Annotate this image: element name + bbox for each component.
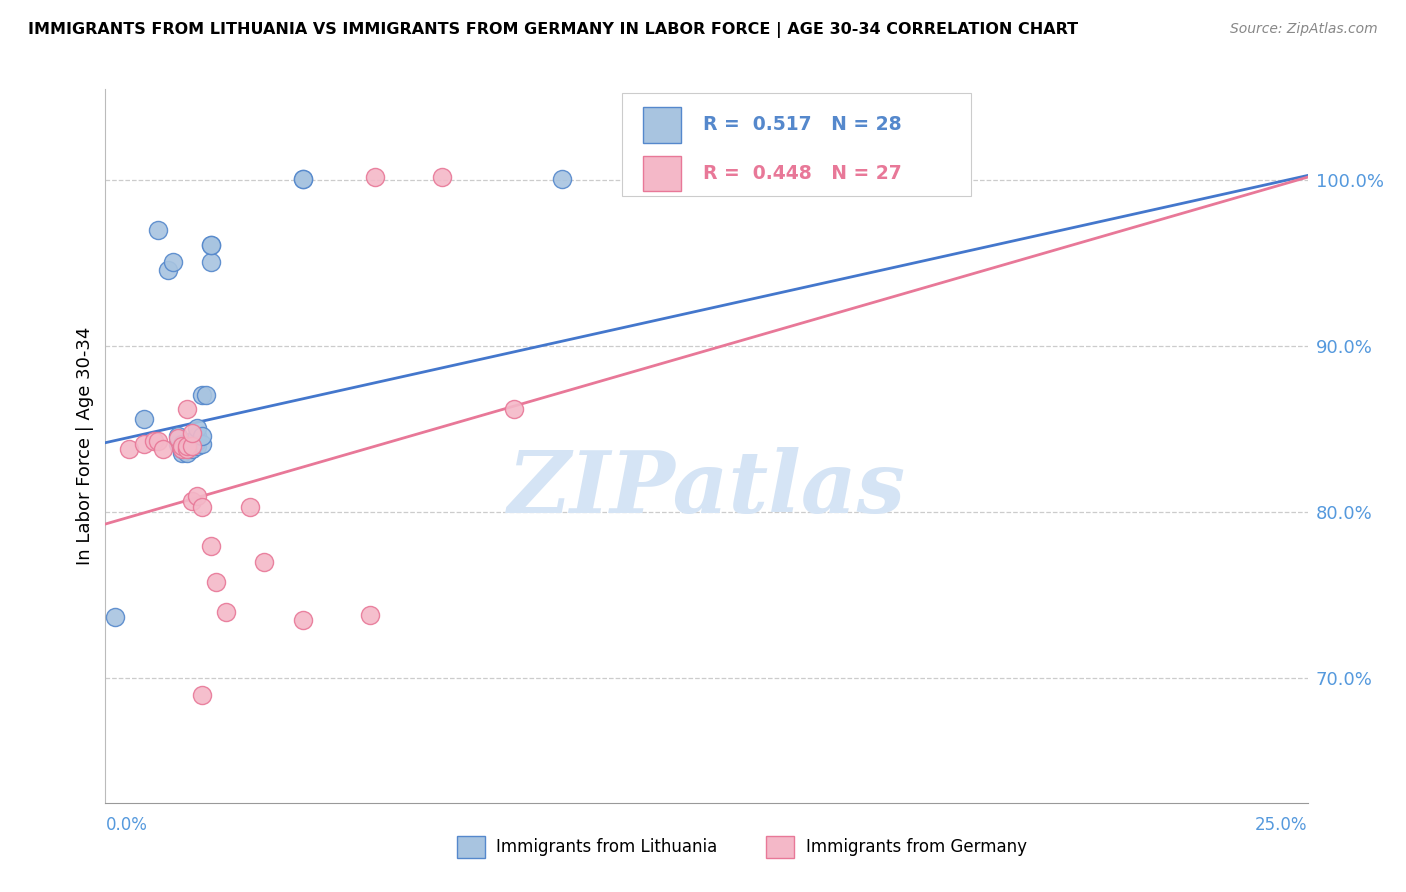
- Point: [503, 402, 526, 417]
- Point: [186, 489, 208, 503]
- Point: [181, 434, 204, 448]
- Text: IMMIGRANTS FROM LITHUANIA VS IMMIGRANTS FROM GERMANY IN LABOR FORCE | AGE 30-34 : IMMIGRANTS FROM LITHUANIA VS IMMIGRANTS …: [28, 22, 1078, 38]
- Point: [132, 437, 155, 451]
- Point: [430, 170, 453, 185]
- FancyBboxPatch shape: [643, 107, 682, 143]
- Point: [200, 238, 222, 252]
- Text: 25.0%: 25.0%: [1256, 816, 1308, 834]
- Point: [190, 688, 212, 702]
- Point: [181, 442, 204, 457]
- Text: Immigrants from Germany: Immigrants from Germany: [806, 838, 1026, 856]
- Point: [176, 437, 198, 451]
- Point: [156, 263, 179, 277]
- Point: [291, 171, 314, 186]
- Point: [291, 613, 314, 627]
- Point: [142, 434, 165, 448]
- Point: [190, 429, 212, 443]
- Point: [253, 555, 276, 569]
- Point: [186, 429, 208, 443]
- Text: R =  0.517   N = 28: R = 0.517 N = 28: [703, 115, 901, 135]
- Point: [181, 439, 204, 453]
- Point: [186, 421, 208, 435]
- Point: [176, 442, 198, 457]
- Text: Immigrants from Lithuania: Immigrants from Lithuania: [496, 838, 717, 856]
- FancyBboxPatch shape: [643, 155, 682, 191]
- Text: R =  0.448   N = 27: R = 0.448 N = 27: [703, 164, 901, 183]
- Text: 0.0%: 0.0%: [105, 816, 148, 834]
- Point: [190, 500, 212, 515]
- Point: [190, 437, 212, 451]
- Point: [200, 238, 222, 252]
- Point: [239, 500, 262, 515]
- Point: [166, 429, 188, 443]
- Point: [172, 442, 194, 457]
- Point: [195, 387, 218, 401]
- Text: Source: ZipAtlas.com: Source: ZipAtlas.com: [1230, 22, 1378, 37]
- Point: [181, 425, 204, 440]
- Point: [186, 434, 208, 448]
- Text: ZIPatlas: ZIPatlas: [508, 447, 905, 531]
- Point: [152, 442, 174, 457]
- Point: [172, 445, 194, 459]
- Point: [291, 171, 314, 186]
- Bar: [766, 836, 794, 858]
- Point: [190, 387, 212, 401]
- Point: [176, 439, 198, 453]
- Point: [364, 170, 387, 185]
- Point: [181, 493, 204, 508]
- Point: [166, 431, 188, 445]
- Point: [172, 442, 194, 457]
- Point: [118, 442, 141, 457]
- Point: [148, 223, 170, 237]
- Point: [205, 575, 228, 590]
- Point: [172, 437, 194, 451]
- Point: [148, 434, 170, 448]
- Point: [176, 402, 198, 417]
- Point: [200, 254, 222, 268]
- Bar: [457, 836, 485, 858]
- Point: [214, 605, 236, 619]
- Y-axis label: In Labor Force | Age 30-34: In Labor Force | Age 30-34: [76, 326, 94, 566]
- Point: [200, 539, 222, 553]
- Point: [132, 412, 155, 426]
- Point: [551, 171, 574, 186]
- Point: [172, 439, 194, 453]
- Point: [359, 608, 381, 623]
- Point: [162, 254, 184, 268]
- Point: [166, 437, 188, 451]
- Point: [104, 610, 127, 624]
- Point: [176, 445, 198, 459]
- FancyBboxPatch shape: [623, 93, 972, 196]
- Point: [186, 439, 208, 453]
